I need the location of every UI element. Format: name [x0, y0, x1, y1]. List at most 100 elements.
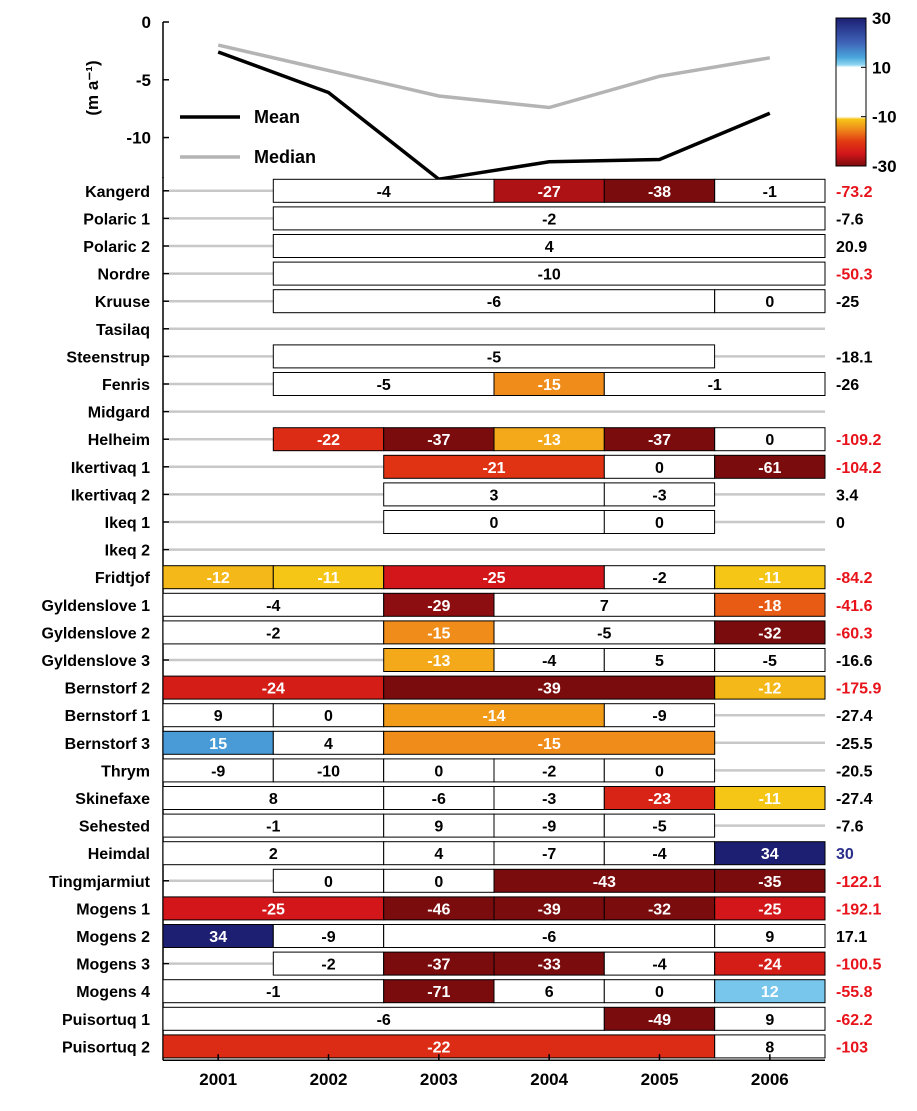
cell-value-label: 8 — [269, 791, 278, 808]
cell-value-label: -9 — [211, 763, 225, 780]
glacier-total-label: -62.2 — [836, 1012, 873, 1029]
glacier-total-label: -60.3 — [836, 625, 873, 642]
glacier-row: Sehested -1 9 -9 -5 -7.6 — [79, 813, 864, 838]
glacier-label: Tasilaq — [96, 322, 150, 339]
cell-value-label: -32 — [758, 625, 781, 642]
glacier-label: Gyldenslove 1 — [42, 598, 151, 615]
cell-value-label: 0 — [765, 432, 774, 449]
glacier-row: Mogens 3 -2 -37 -33 -4 -24 -100.5 — [76, 951, 881, 976]
glacier-row: Puisortuq 2 -22 8 -103 — [62, 1034, 868, 1059]
glacier-cell — [272, 234, 826, 258]
x-tick-label: 2003 — [420, 1070, 458, 1089]
cell-value-label: -37 — [427, 432, 450, 449]
glacier-label: Gyldenslove 3 — [42, 653, 151, 670]
glacier-row: Polaric 1 -2 -7.6 — [83, 206, 864, 231]
colorbar-tick-label: -30 — [872, 157, 897, 176]
cell-value-label: -46 — [427, 901, 450, 918]
cell-value-label: -37 — [427, 957, 450, 974]
glacier-label: Thrym — [101, 763, 150, 780]
cell-value-label: 8 — [765, 1039, 774, 1056]
colorbar-tick-label: -10 — [872, 108, 897, 127]
glacier-cell — [714, 565, 826, 590]
cell-value-label: -4 — [542, 653, 556, 670]
glacier-cell — [714, 454, 826, 479]
glacier-label: Ikeq 1 — [105, 515, 150, 532]
glacier-label: Bernstorf 2 — [65, 681, 150, 698]
glacier-label: Fenris — [102, 377, 150, 394]
glacier-row: Midgard — [88, 405, 825, 422]
glacier-total-label: -109.2 — [836, 432, 881, 449]
glacier-cell — [603, 758, 716, 783]
glacier-total-label: -73.2 — [836, 184, 873, 201]
cell-value-label: -71 — [427, 984, 450, 1001]
cell-value-label: 7 — [600, 598, 609, 615]
glacier-cell — [272, 261, 826, 286]
cell-value-label: -6 — [377, 1012, 391, 1029]
glacier-row: Heimdal 2 4 -7 -4 34 30 — [88, 841, 854, 866]
cell-value-label: -5 — [652, 819, 666, 836]
cell-value-label: -15 — [427, 625, 450, 642]
glacier-label: Nordre — [98, 267, 151, 284]
x-axis: 2001 2002 2003 2004 2005 2006 — [163, 1054, 825, 1089]
glacier-label: Mogens 4 — [76, 984, 150, 1001]
cell-value-label: 15 — [209, 736, 227, 753]
cell-value-label: -4 — [652, 957, 666, 974]
glacier-label: Ikertivaq 1 — [71, 460, 150, 477]
glacier-cell — [714, 924, 826, 948]
glacier-total-label: 30 — [836, 846, 854, 863]
glacier-label: Bernstorf 1 — [65, 708, 150, 725]
glacier-label: Puisortuq 1 — [62, 1012, 150, 1029]
glacier-total-label: -25 — [836, 294, 859, 311]
cell-value-label: -1 — [266, 984, 280, 1001]
cell-value-label: -1 — [708, 377, 722, 394]
colorbar-tick-label: 30 — [872, 9, 891, 28]
glacier-cell — [383, 730, 716, 755]
cell-value-label: 0 — [434, 874, 443, 891]
cell-value-label: -5 — [487, 349, 501, 366]
glacier-label: Sehested — [79, 819, 150, 836]
glacier-label: Skinefaxe — [75, 791, 150, 808]
glacier-cell — [603, 372, 826, 396]
glacier-row: Gyldenslove 1 -4 -29 7 -18 -41.6 — [42, 592, 873, 617]
glacier-cell — [714, 979, 826, 1004]
glacier-label: Mogens 3 — [76, 957, 150, 974]
cell-value-label: -2 — [542, 763, 556, 780]
cell-value-label: -15 — [538, 377, 561, 394]
cell-value-label: -9 — [321, 929, 335, 946]
cell-value-label: -10 — [317, 763, 340, 780]
glacier-cell — [714, 648, 826, 672]
glacier-cell — [714, 427, 826, 452]
cell-value-label: -15 — [538, 736, 561, 753]
glacier-label: Kruuse — [95, 294, 150, 311]
y-tick-label: 0 — [142, 13, 151, 32]
colorbar-tick-label: 10 — [872, 58, 891, 77]
glacier-cell — [272, 344, 716, 369]
cell-value-label: -4 — [377, 184, 391, 201]
cell-value-label: -43 — [593, 874, 616, 891]
glacier-cell — [714, 592, 826, 617]
cell-value-label: -21 — [482, 460, 505, 477]
cell-value-label: -10 — [538, 267, 561, 284]
glacier-total-label: -175.9 — [836, 681, 881, 698]
glacier-row: Ikeq 1 0 0 0 — [105, 510, 845, 534]
glacier-row: Puisortuq 1 -6 -49 9 -62.2 — [62, 1006, 873, 1031]
cell-value-label: -7 — [542, 846, 556, 863]
cell-value-label: -32 — [648, 901, 671, 918]
glacier-label: Polaric 2 — [83, 239, 150, 256]
cell-value-label: -18 — [758, 598, 781, 615]
glacier-cell — [714, 289, 826, 314]
glacier-label: Polaric 1 — [83, 211, 150, 228]
glacier-label: Bernstorf 3 — [65, 736, 150, 753]
glacier-label: Gyldenslove 2 — [42, 625, 151, 642]
glacier-cell — [714, 868, 826, 893]
cell-value-label: -6 — [432, 791, 446, 808]
glacier-row: Skinefaxe 8 -6 -3 -23 -11 -27.4 — [75, 786, 873, 810]
cell-value-label: -11 — [759, 570, 781, 587]
cell-value-label: -5 — [377, 377, 391, 394]
cell-value-label: -39 — [538, 901, 561, 918]
glacier-row: Steenstrup -5 -18.1 — [66, 344, 873, 369]
glacier-label: Heimdal — [88, 846, 150, 863]
glacier-label: Ikertivaq 2 — [71, 487, 150, 504]
